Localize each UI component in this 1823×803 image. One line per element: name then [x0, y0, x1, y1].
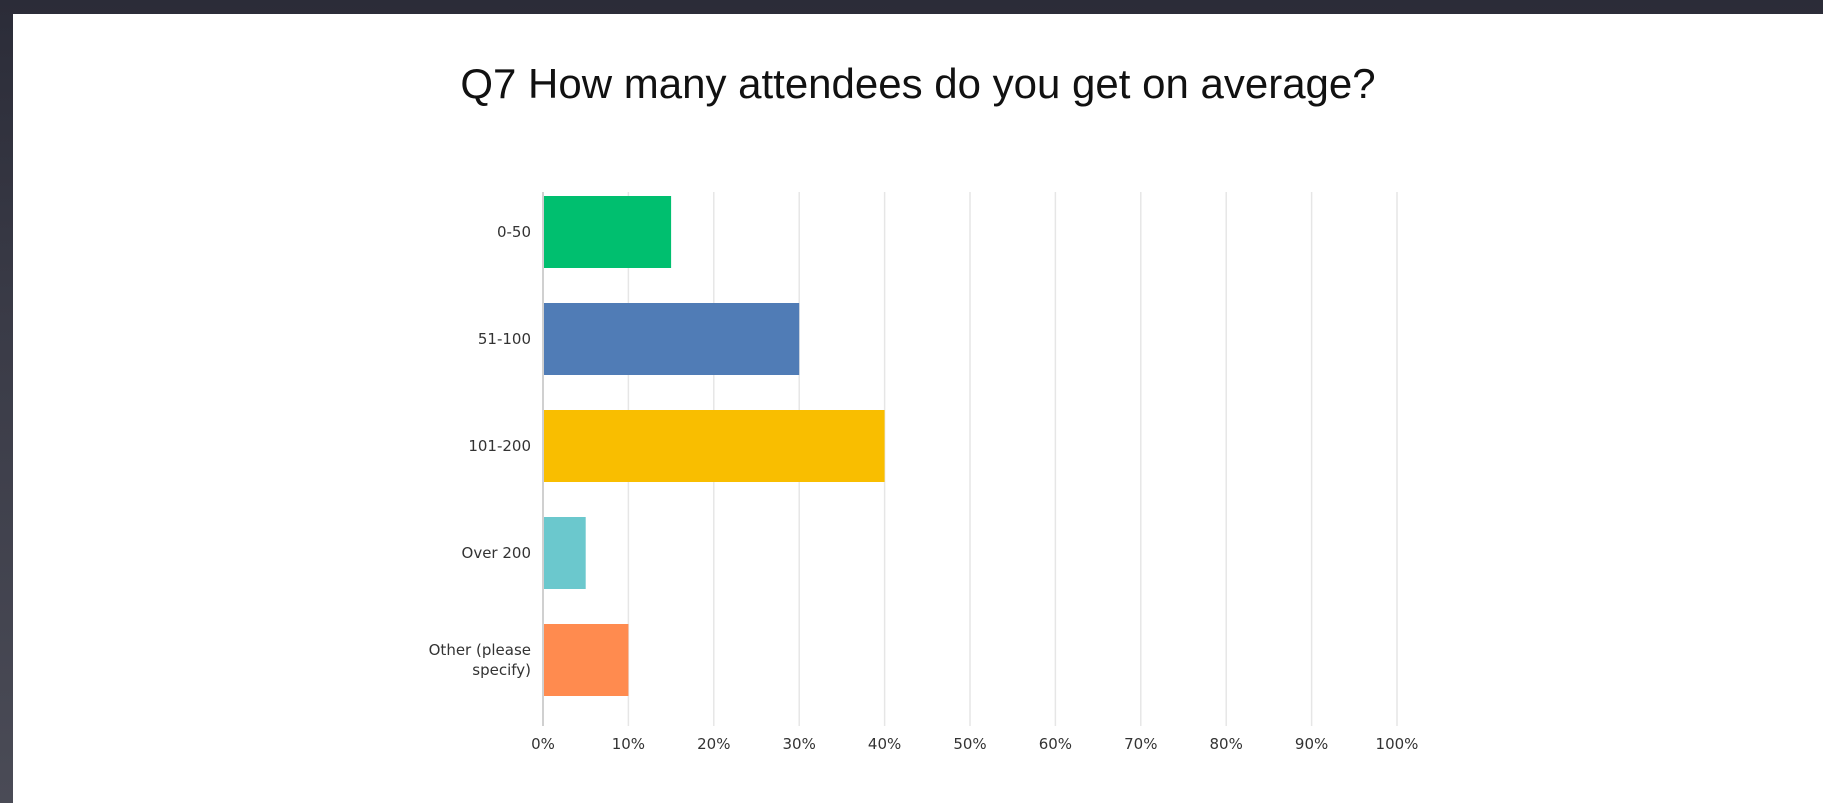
- bar: [543, 410, 885, 482]
- x-tick-label: 0%: [531, 735, 555, 753]
- x-tick-label: 90%: [1295, 735, 1328, 753]
- x-tick-label: 40%: [868, 735, 901, 753]
- x-tick-label: 80%: [1210, 735, 1243, 753]
- bar: [543, 303, 800, 375]
- x-tick-label: 10%: [612, 735, 645, 753]
- bars: [543, 196, 885, 696]
- x-tick-label: 100%: [1376, 735, 1419, 753]
- bar: [543, 196, 672, 268]
- category-label: 51-100: [478, 330, 531, 348]
- category-label: 101-200: [468, 437, 531, 455]
- bar-chart: 0-50 51-100 101-200 Over 200 Other (please sp…: [429, 192, 1418, 753]
- x-tick-label: 30%: [783, 735, 816, 753]
- category-label: Other (please specify): [429, 641, 531, 679]
- tick-labels: 0% 10% 20% 30% 40% 50% 60% 70% 80% 90% 100%: [531, 735, 1418, 753]
- x-tick-label: 70%: [1124, 735, 1157, 753]
- x-tick-label: 60%: [1039, 735, 1072, 753]
- bar: [543, 624, 629, 696]
- category-labels: 0-50 51-100 101-200 Over 200 Other (please sp…: [429, 223, 531, 679]
- category-label: 0-50: [497, 223, 531, 241]
- x-tick-label: 50%: [953, 735, 986, 753]
- bar: [543, 517, 586, 589]
- x-tick-label: 20%: [697, 735, 730, 753]
- category-label: Over 200: [462, 544, 531, 562]
- chart-panel: Q7 How many attendees do you get on aver…: [13, 14, 1823, 803]
- chart-title: Q7 How many attendees do you get on aver…: [460, 60, 1376, 107]
